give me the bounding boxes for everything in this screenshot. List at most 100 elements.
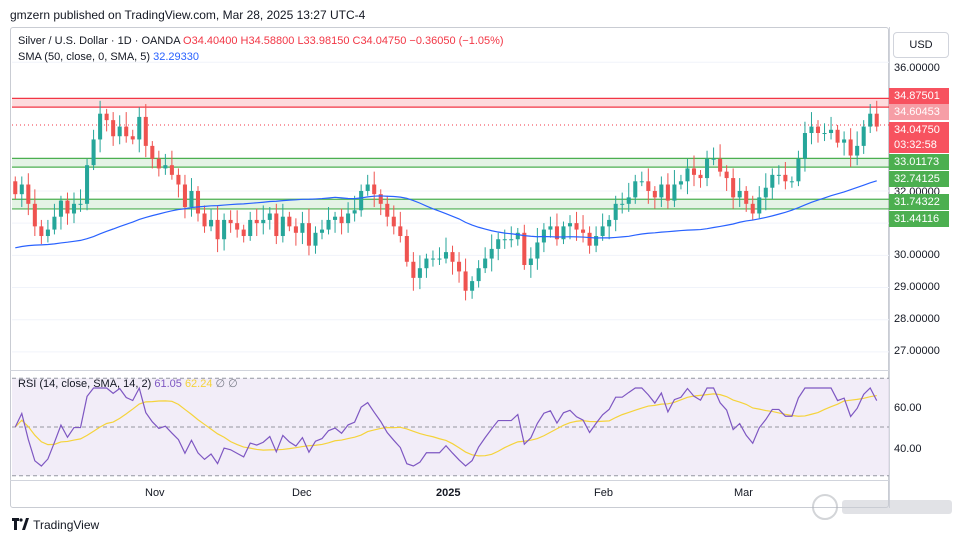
candle-body — [352, 210, 357, 214]
candle-body — [241, 229, 246, 237]
ohlc-open: O34.40400 — [183, 35, 238, 47]
candle-body — [398, 226, 403, 237]
candle-body — [280, 216, 285, 237]
resistance-high-tag: 34.87501 — [889, 88, 949, 104]
candle-body — [633, 181, 638, 198]
candle-body — [809, 126, 814, 134]
candle-body — [91, 139, 96, 166]
candle-body — [561, 226, 566, 240]
candle-body — [789, 181, 794, 183]
candle-body — [718, 158, 723, 172]
candle-body — [829, 129, 834, 134]
tradingview-brand[interactable]: TradingView — [12, 517, 99, 532]
candle-body — [293, 226, 298, 233]
symbol-legend[interactable]: Silver / U.S. Dollar · 1D · OANDA O34.40… — [18, 35, 504, 47]
candle-body — [85, 165, 90, 204]
candle-body — [182, 184, 187, 208]
candle-body — [424, 258, 429, 269]
ohlc-high: H34.58800 — [240, 35, 295, 47]
candle-body — [554, 226, 559, 240]
price-tick: 28.00000 — [894, 313, 940, 325]
candle-body — [691, 168, 697, 175]
candle-body — [385, 203, 390, 217]
candle-body — [346, 213, 351, 224]
candle-body — [78, 203, 83, 205]
candle-body — [581, 229, 586, 233]
candle-body — [770, 174, 775, 188]
time-label: Dec — [292, 487, 312, 499]
candle-body — [757, 197, 762, 214]
candle-body — [300, 223, 305, 233]
time-axis-divider — [10, 480, 889, 481]
candle-body — [104, 113, 109, 121]
candle-body — [189, 190, 194, 208]
candle-body — [411, 261, 416, 278]
tradingview-logo-icon — [12, 517, 30, 532]
candle-body — [815, 126, 821, 134]
bar-countdown-tag: 03:32:58 — [889, 137, 949, 153]
candle-body — [672, 184, 677, 201]
candle-body — [437, 258, 442, 260]
rsi-tick: 40.00 — [894, 443, 922, 455]
rsi-line — [14, 386, 878, 467]
candle-body — [202, 213, 207, 227]
candle-body — [430, 258, 435, 260]
candle-body — [117, 126, 122, 137]
candle-body — [209, 219, 214, 227]
candle-body — [32, 203, 37, 227]
candle-body — [365, 184, 370, 191]
pane-divider[interactable] — [10, 370, 889, 371]
candle-body — [274, 213, 279, 237]
candle-body — [626, 197, 631, 204]
candle-body — [489, 248, 494, 259]
candle-body — [254, 219, 259, 224]
candle-body — [835, 129, 840, 143]
sma-label[interactable]: SMA (50, close, 0, SMA, 5) — [18, 51, 151, 63]
rsi-label[interactable]: RSI (14, close, SMA, 14, 2) — [18, 378, 152, 390]
candle-body — [228, 219, 233, 224]
candle-body — [13, 181, 18, 195]
rsi-tick: 60.00 — [894, 402, 922, 414]
price-zone — [12, 158, 889, 168]
candle-body — [594, 236, 599, 246]
candle-body — [744, 190, 749, 204]
candle-body — [620, 203, 625, 205]
candle-body — [359, 190, 364, 211]
support2-low-tag: 31.44116 — [889, 211, 949, 227]
candle-body — [306, 223, 311, 246]
candle-body — [587, 232, 592, 246]
candle-body — [502, 239, 507, 241]
candle-body — [613, 203, 618, 220]
rsi-legend[interactable]: RSI (14, close, SMA, 14, 2) 61.05 62.24 … — [18, 377, 238, 390]
candle-body — [763, 187, 768, 198]
candle-body — [639, 181, 644, 183]
sma-legend[interactable]: SMA (50, close, 0, SMA, 5) 32.29330 — [18, 51, 199, 63]
ohlc-low: L33.98150 — [297, 35, 350, 47]
candle-body — [39, 226, 44, 237]
candle-body — [861, 126, 866, 146]
support-high-tag: 33.01173 — [889, 154, 949, 170]
last-price-tag: 34.04750 — [889, 122, 949, 138]
chart-frame — [10, 27, 889, 508]
candle-body — [313, 232, 318, 246]
candle-body — [319, 229, 325, 233]
time-label: 2025 — [436, 487, 461, 499]
candle-body — [776, 174, 781, 176]
sma-value: 32.29330 — [153, 51, 200, 63]
sma-line — [15, 180, 877, 249]
candle-body — [470, 281, 475, 291]
rsi-extra-values: ∅ ∅ — [215, 378, 238, 390]
candle-body — [372, 184, 377, 195]
price-zone — [12, 98, 889, 108]
candle-body — [496, 239, 501, 249]
candle-body — [339, 216, 344, 224]
watermark-logo — [810, 492, 960, 522]
candle-body — [509, 239, 514, 241]
price-tick: 27.00000 — [894, 345, 940, 357]
currency-button[interactable]: USD — [893, 32, 949, 58]
symbol-name[interactable]: Silver / U.S. Dollar · 1D · OANDA — [18, 35, 180, 47]
candle-body — [848, 139, 853, 156]
price-tick: 29.00000 — [894, 281, 940, 293]
candle-body — [711, 158, 716, 160]
